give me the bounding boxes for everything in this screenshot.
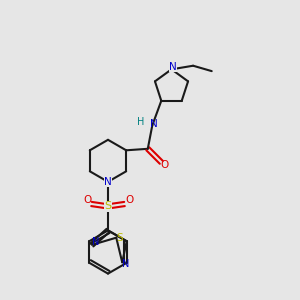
Text: S: S [116, 233, 123, 243]
Text: N: N [169, 62, 177, 72]
Text: O: O [125, 195, 133, 206]
Text: O: O [160, 160, 168, 170]
Text: S: S [104, 201, 112, 212]
Text: H: H [136, 117, 144, 128]
Text: N: N [150, 119, 158, 129]
Text: N: N [104, 177, 112, 187]
Text: O: O [83, 195, 91, 206]
Text: N: N [122, 259, 130, 269]
Text: N: N [92, 237, 99, 247]
